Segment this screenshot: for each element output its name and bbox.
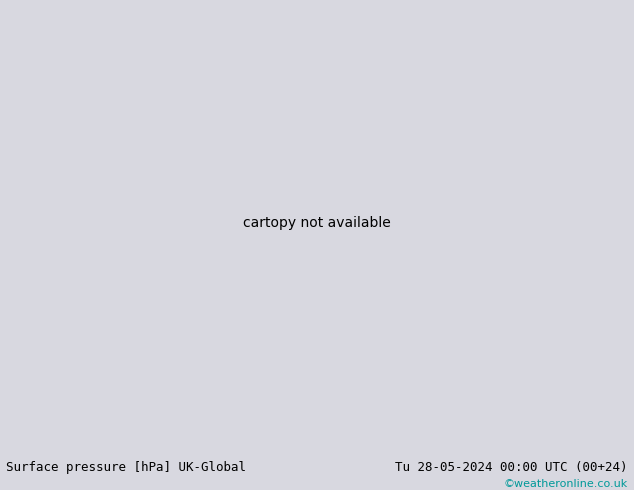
Text: ©weatheronline.co.uk: ©weatheronline.co.uk: [503, 480, 628, 490]
Text: cartopy not available: cartopy not available: [243, 216, 391, 230]
Text: Surface pressure [hPa] UK-Global: Surface pressure [hPa] UK-Global: [6, 461, 247, 474]
Text: Tu 28-05-2024 00:00 UTC (00+24): Tu 28-05-2024 00:00 UTC (00+24): [395, 461, 628, 474]
